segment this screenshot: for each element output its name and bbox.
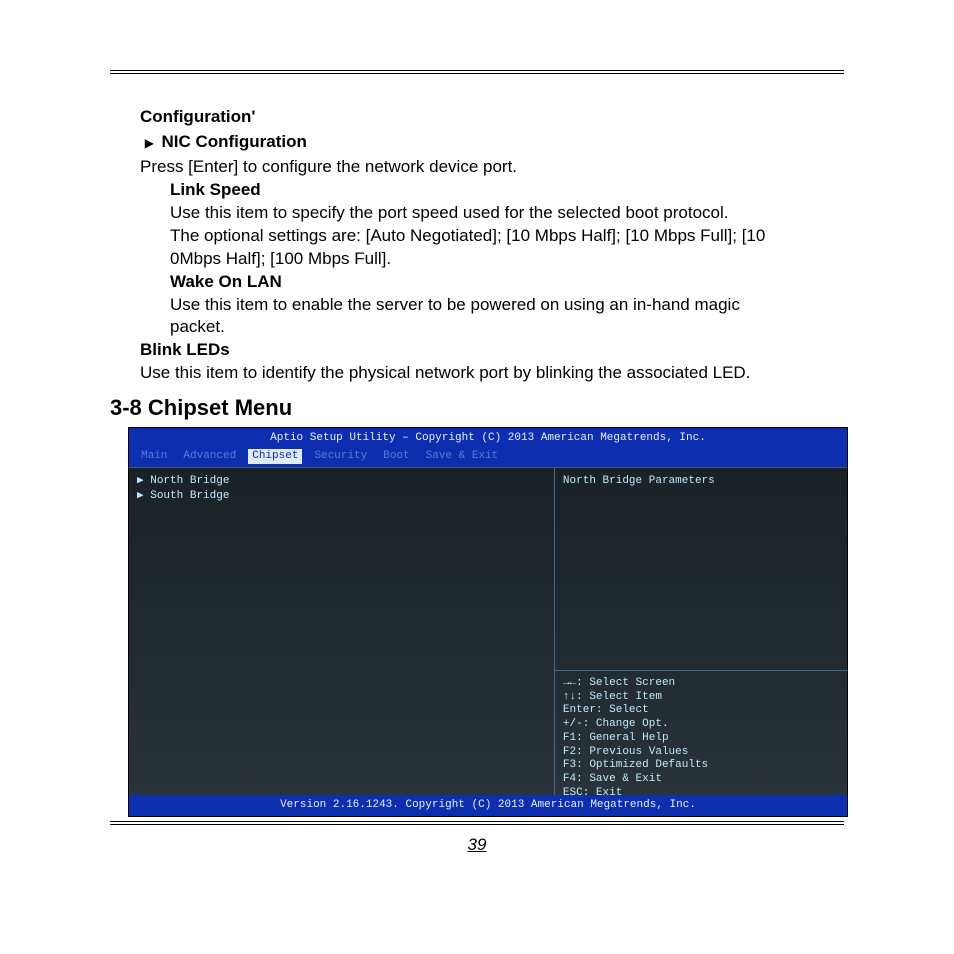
wake-on-lan-line1: Use this item to enable the server to be… bbox=[170, 294, 844, 317]
triangle-icon: ▶ bbox=[145, 135, 157, 151]
bios-footer: Version 2.16.1243. Copyright (C) 2013 Am… bbox=[129, 795, 847, 816]
bios-help-line: Enter: Select bbox=[563, 704, 839, 718]
blink-leds-desc: Use this item to identify the physical n… bbox=[140, 362, 844, 385]
link-speed-line3: 0Mbps Half]; [100 Mbps Full]. bbox=[170, 248, 844, 271]
bios-menu-item-label: North Bridge bbox=[150, 475, 229, 487]
bios-tab-main[interactable]: Main bbox=[137, 449, 171, 464]
bios-tab-save-exit[interactable]: Save & Exit bbox=[422, 449, 503, 464]
bios-tab-chipset[interactable]: Chipset bbox=[248, 449, 302, 464]
bios-menu-item[interactable]: ▶ North Bridge bbox=[137, 474, 546, 489]
top-double-rule bbox=[110, 70, 844, 78]
bios-tab-row: Main Advanced Chipset Security Boot Save & Ex… bbox=[129, 447, 847, 467]
bios-left-panel: ▶ North Bridge▶ South Bridge bbox=[129, 468, 555, 807]
bottom-double-rule bbox=[110, 821, 844, 829]
link-speed-title: Link Speed bbox=[170, 179, 844, 202]
bios-menu-item[interactable]: ▶ South Bridge bbox=[137, 489, 546, 504]
bios-help-line: +/-: Change Opt. bbox=[563, 718, 839, 732]
bios-tab-security[interactable]: Security bbox=[310, 449, 371, 464]
chevron-right-icon: ▶ bbox=[137, 475, 150, 487]
nic-configuration-row: ▶ NIC Configuration bbox=[140, 131, 844, 154]
configuration-heading: Configuration' bbox=[140, 106, 844, 129]
page-number: 39 bbox=[110, 835, 844, 855]
chipset-menu-heading: 3-8 Chipset Menu bbox=[110, 393, 844, 423]
bios-help-line: →←: Select Screen bbox=[563, 677, 839, 691]
link-speed-line1: Use this item to specify the port speed … bbox=[170, 202, 844, 225]
apostrophe: ' bbox=[251, 107, 255, 126]
bios-help-line: F4: Save & Exit bbox=[563, 773, 839, 787]
nic-configuration-title: NIC Configuration bbox=[161, 132, 306, 151]
wake-on-lan-title: Wake On LAN bbox=[170, 271, 844, 294]
bios-help-line: ↑↓: Select Item bbox=[563, 691, 839, 705]
bios-key-help: →←: Select Screen↑↓: Select ItemEnter: S… bbox=[555, 671, 847, 807]
bios-help-line: F2: Previous Values bbox=[563, 746, 839, 760]
body-text: Configuration' ▶ NIC Configuration Press… bbox=[110, 106, 844, 817]
wake-on-lan-line2: packet. bbox=[170, 316, 844, 339]
bios-help-line: F1: General Help bbox=[563, 732, 839, 746]
bios-help-description: North Bridge Parameters bbox=[555, 468, 847, 671]
bios-help-line: F3: Optimized Defaults bbox=[563, 759, 839, 773]
blink-leds-title: Blink LEDs bbox=[140, 339, 844, 362]
bios-right-panel: North Bridge Parameters →←: Select Scree… bbox=[555, 468, 847, 807]
configuration-label: Configuration bbox=[140, 107, 251, 126]
nic-configuration-desc: Press [Enter] to configure the network d… bbox=[140, 156, 844, 179]
chevron-right-icon: ▶ bbox=[137, 490, 150, 502]
bios-tab-boot[interactable]: Boot bbox=[379, 449, 413, 464]
link-speed-line2: The optional settings are: [Auto Negotia… bbox=[170, 225, 844, 248]
bios-titlebar: Aptio Setup Utility – Copyright (C) 2013… bbox=[129, 428, 847, 447]
bios-menu-item-label: South Bridge bbox=[150, 490, 229, 502]
bios-screenshot: Aptio Setup Utility – Copyright (C) 2013… bbox=[128, 427, 848, 817]
bios-tab-advanced[interactable]: Advanced bbox=[179, 449, 240, 464]
bios-body: ▶ North Bridge▶ South Bridge North Bridg… bbox=[129, 467, 847, 807]
